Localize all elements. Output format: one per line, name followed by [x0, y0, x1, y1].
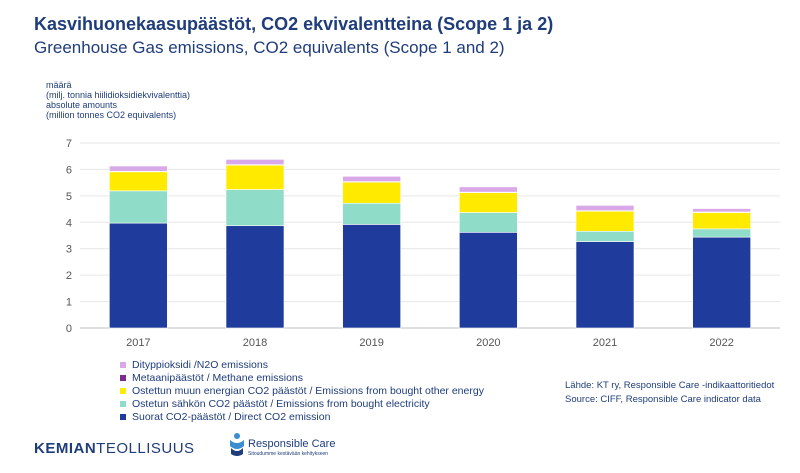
legend-label-methane: Metaanipäästöt / Methane emissions: [132, 371, 304, 384]
bar-bought_energy-2018: [225, 164, 285, 190]
legend-swatch-bought-electricity: [120, 400, 126, 407]
x-tick-label-2019: 2019: [359, 337, 383, 349]
legend-swatch-n2o: [120, 361, 126, 368]
bar-bought_energy-2021: [575, 210, 635, 232]
bar-direct-2021: [575, 241, 635, 329]
legend-label-direct: Suorat CO2-päästöt / Direct CO2 emission: [132, 410, 331, 423]
y-tick-label: 7: [66, 138, 72, 150]
legend-label-bought-electricity: Ostetun sähkön CO2 päästöt / Emissions f…: [132, 397, 430, 410]
x-tick-label-2022: 2022: [709, 337, 733, 349]
legend-swatch-bought-energy: [120, 387, 126, 394]
bar-bought_electricity-2017: [109, 190, 168, 224]
source-note-en: Source: CIFF, Responsible Care indicator…: [565, 394, 761, 405]
bar-bought_energy-2022: [692, 212, 751, 230]
y-tick-label: 0: [66, 323, 72, 335]
bar-bought_electricity-2020: [459, 212, 518, 233]
y-tick-label: 6: [66, 164, 72, 176]
source-note-fi: Lähde: KT ry, Responsible Care -indikaat…: [565, 380, 775, 391]
bar-n2o-2017: [109, 165, 168, 172]
legend-swatch-methane: [120, 374, 126, 381]
bar-bought_electricity-2021: [575, 230, 635, 242]
legend-item-bought-electricity: Ostetun sähkön CO2 päästöt / Emissions f…: [120, 397, 484, 410]
legend-label-n2o: Dityppioksidi /N2O emissions: [132, 358, 268, 371]
bar-bought_electricity-2018: [225, 189, 285, 227]
legend-swatch-direct: [120, 413, 126, 420]
legend-item-bought-energy: Ostettun muun energian CO2 päästöt / Emi…: [120, 384, 484, 397]
chart-title-english: Greenhouse Gas emissions, CO2 equivalent…: [34, 38, 505, 57]
responsible-care-hands-icon: [230, 433, 244, 456]
bar-direct-2018: [225, 225, 285, 329]
chart-legend: Dityppioksidi /N2O emissions Metaanipääs…: [120, 358, 484, 423]
x-tick-label-2017: 2017: [126, 337, 150, 349]
y-axis-label-en: absolute amounts: [46, 100, 118, 110]
bar-direct-2020: [459, 232, 518, 329]
x-tick-label-2018: 2018: [243, 337, 267, 349]
bar-bought_energy-2017: [109, 171, 168, 192]
y-tick-label: 1: [66, 297, 72, 309]
bar-n2o-2022: [692, 208, 751, 213]
x-tick-label-2021: 2021: [593, 337, 617, 349]
bar-direct-2017: [109, 222, 168, 329]
legend-item-n2o: Dityppioksidi /N2O emissions: [120, 358, 484, 371]
y-tick-label: 5: [66, 191, 72, 203]
y-tick-label: 2: [66, 270, 72, 282]
bar-direct-2022: [692, 236, 751, 329]
bar-bought_electricity-2019: [342, 202, 401, 225]
x-tick-label-2020: 2020: [476, 337, 500, 349]
y-tick-label: 3: [66, 244, 72, 256]
bar-direct-2019: [342, 224, 401, 329]
responsible-care-logo-text: Responsible Care: [248, 438, 336, 450]
bar-n2o-2020: [459, 186, 518, 193]
bar-bought_energy-2019: [342, 181, 401, 204]
chart-title-finnish: Kasvihuonekaasupäästöt, CO2 ekvivalentte…: [34, 14, 554, 34]
legend-item-methane: Metaanipäästöt / Methane emissions: [120, 371, 484, 384]
y-tick-label: 4: [66, 217, 72, 229]
bar-bought_electricity-2022: [692, 228, 751, 238]
legend-item-direct: Suorat CO2-päästöt / Direct CO2 emission: [120, 410, 484, 423]
kemianteollisuus-logo: KEMIANTEOLLISUUS: [34, 440, 195, 457]
responsible-care-tagline: Sitoudumme kestävään kehitykseen: [248, 451, 329, 457]
logo-teollisuus-text: TEOLLISUUS: [96, 440, 195, 457]
legend-label-bought-energy: Ostettun muun energian CO2 päästöt / Emi…: [132, 384, 484, 397]
bar-n2o-2018: [225, 159, 285, 165]
y-axis-label-fi: määrä: [46, 80, 72, 90]
y-axis-label-fi-unit: (milj. tonnia hiilidioksidiekvivalenttia…: [46, 90, 191, 100]
bar-n2o-2019: [342, 176, 401, 182]
bar-n2o-2021: [575, 205, 635, 211]
y-axis-label-en-unit: (million tonnes CO2 equivalents): [46, 110, 177, 120]
logo-kemian-text: KEMIAN: [34, 440, 97, 457]
bar-bought_energy-2020: [459, 192, 518, 213]
